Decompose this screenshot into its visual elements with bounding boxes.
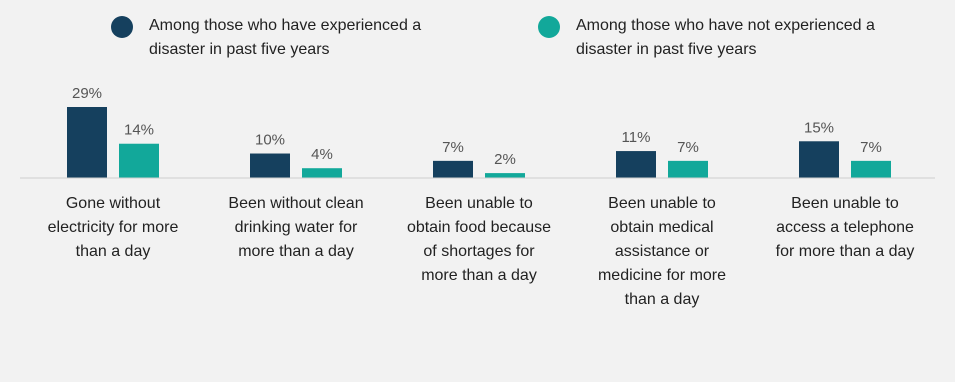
legend: Among those who have experienced a disas… [0,0,955,70]
value-label-not-experienced-0: 14% [124,122,154,139]
bar-not-experienced-4 [851,160,891,178]
value-label-experienced-2: 7% [442,139,464,156]
bars-group: 29% 14% 10% 4% 7% 2% 11% 7% 15% 7% [67,85,891,178]
value-label-not-experienced-1: 4% [311,146,333,163]
legend-swatch-not-experienced [538,16,560,38]
bar-experienced-4 [799,141,839,178]
value-label-experienced-3: 11% [622,129,651,146]
value-label-not-experienced-4: 7% [860,139,882,156]
value-label-experienced-0: 29% [72,85,102,102]
bar-not-experienced-3 [668,160,708,178]
bar-not-experienced-2 [485,173,525,178]
bar-not-experienced-1 [302,168,342,178]
bar-experienced-0 [67,107,107,178]
bar-experienced-1 [250,153,290,178]
category-label-0: Gone without electricity for more than a… [47,195,179,260]
legend-label-experienced: Among those who have experienced a disas… [149,17,422,58]
legend-label-not-experienced: Among those who have not experienced a d… [576,17,875,58]
category-label-3: Been unable to obtain medical assistance… [597,195,727,308]
category-label-1: Been without clean drinking water for mo… [228,195,364,260]
bar-experienced-2 [433,160,473,178]
bar-not-experienced-0 [119,143,159,178]
value-label-not-experienced-2: 2% [494,151,516,168]
bar-experienced-3 [616,151,656,178]
category-label-2: Been unable to obtain food because of sh… [406,195,552,284]
value-label-experienced-4: 15% [804,119,834,136]
value-label-experienced-1: 10% [255,132,285,149]
category-label-4: Been unable to access a telephone for mo… [775,195,915,260]
value-label-not-experienced-3: 7% [677,139,699,156]
legend-swatch-experienced [111,16,133,38]
